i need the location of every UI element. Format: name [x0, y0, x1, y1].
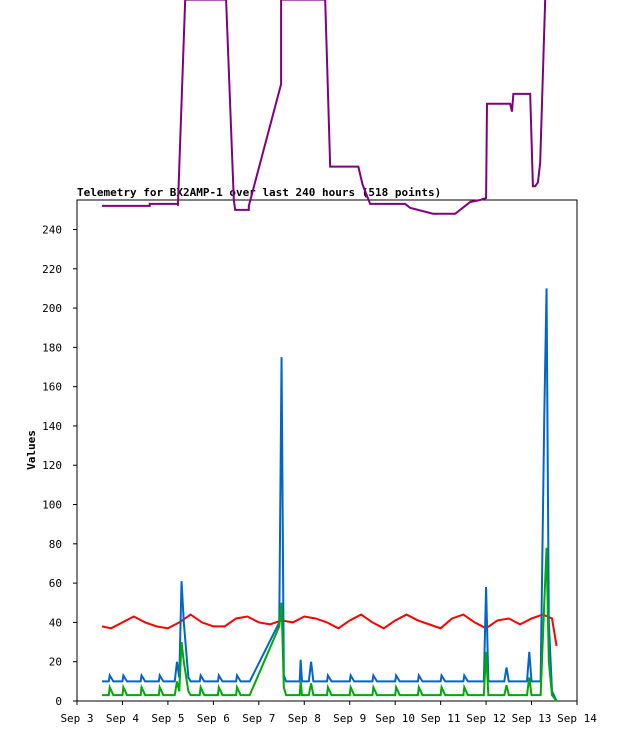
- series-line: [102, 0, 547, 215]
- x-tick-label: Sep 9: [333, 712, 366, 725]
- series-line: [102, 288, 558, 702]
- x-tick-label: Sep 5: [151, 712, 184, 725]
- x-tick-label: Sep 12: [466, 712, 506, 725]
- y-tick-label: 160: [42, 381, 62, 394]
- y-tick-label: 140: [42, 420, 62, 433]
- y-tick-label: 240: [42, 223, 62, 236]
- y-tick-label: 60: [49, 577, 62, 590]
- y-tick-label: 220: [42, 263, 62, 276]
- y-tick-label: 200: [42, 302, 62, 315]
- y-tick-label: 180: [42, 341, 62, 354]
- x-tick-label: Sep 13: [512, 712, 552, 725]
- x-tick-label: Sep 7: [242, 712, 275, 725]
- chart-title: Telemetry for BX2AMP-1 over last 240 hou…: [77, 186, 441, 199]
- y-tick-label: 100: [42, 499, 62, 512]
- y-tick-label: 80: [49, 538, 62, 551]
- x-tick-label: Sep 11: [421, 712, 461, 725]
- series-line: [102, 547, 558, 702]
- x-tick-label: Sep 6: [197, 712, 230, 725]
- x-tick-label: Sep 3: [60, 712, 93, 725]
- x-tick-label: Sep 8: [288, 712, 321, 725]
- y-tick-label: 20: [49, 656, 62, 669]
- x-tick-label: Sep 14: [557, 712, 597, 725]
- y-axis-label: Values: [25, 430, 38, 470]
- y-tick-label: 40: [49, 616, 62, 629]
- x-tick-label: Sep 10: [375, 712, 415, 725]
- plot-frame: [76, 199, 578, 702]
- x-tick-label: Sep 4: [106, 712, 139, 725]
- y-tick-label: 0: [55, 695, 62, 708]
- y-tick-label: 120: [42, 459, 62, 472]
